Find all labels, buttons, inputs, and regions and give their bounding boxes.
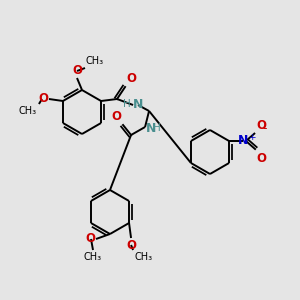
Text: O: O: [126, 239, 136, 252]
Text: N: N: [238, 134, 248, 146]
Text: O: O: [256, 119, 266, 132]
Text: O: O: [126, 72, 136, 85]
Text: N: N: [146, 122, 156, 134]
Text: O: O: [38, 92, 48, 106]
Text: CH₃: CH₃: [134, 252, 152, 262]
Text: O: O: [111, 110, 121, 123]
Text: -: -: [262, 122, 267, 136]
Text: N: N: [133, 98, 143, 110]
Text: O: O: [256, 152, 266, 165]
Text: O: O: [85, 232, 95, 245]
Text: H: H: [123, 99, 131, 109]
Text: CH₃: CH₃: [84, 252, 102, 262]
Text: CH₃: CH₃: [86, 56, 104, 66]
Text: +: +: [248, 133, 256, 142]
Text: O: O: [72, 64, 82, 77]
Text: CH₃: CH₃: [19, 106, 37, 116]
Text: H: H: [153, 123, 161, 133]
